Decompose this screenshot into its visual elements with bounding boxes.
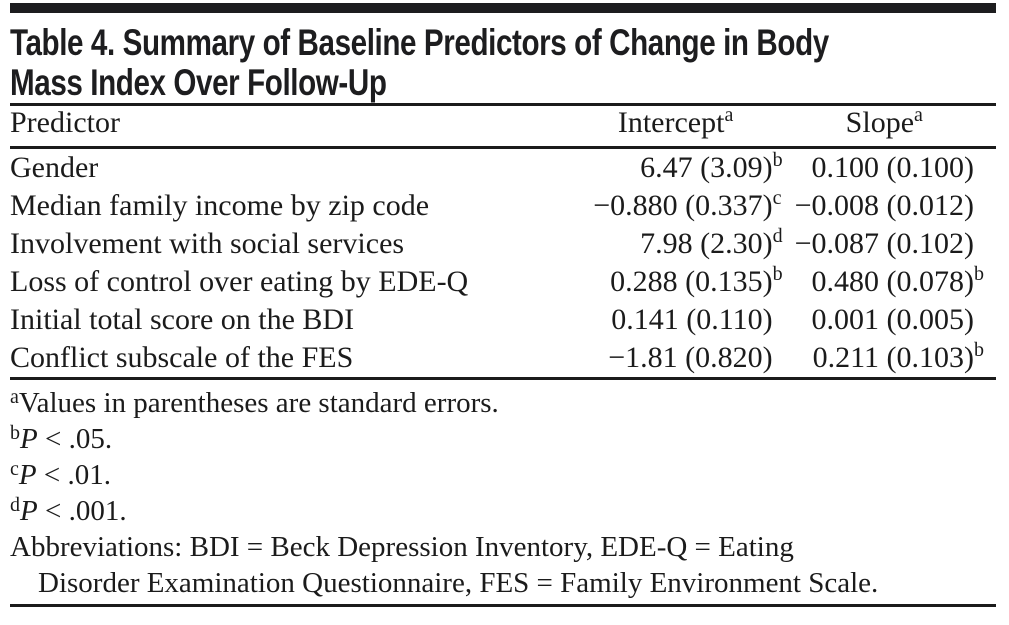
significance-marker: d [772,225,783,247]
cell-intercept: 6.47 (3.09)b [640,149,783,184]
cell-predictor: Initial total score on the BDI [10,303,355,336]
table-footnotes: aValues in parentheses are standard erro… [10,385,996,601]
cell-intercept: −1.81 (0.820) [608,341,773,374]
predictors-table: Predictor Intercepta Slopea Gender 6.47 … [10,103,996,380]
column-header-predictor: Predictor [10,104,579,149]
table-title: Table 4. Summary of Baseline Predictors … [10,22,829,103]
cell-predictor: Loss of control over eating by EDE-Q [10,265,469,298]
significance-marker: b [772,149,783,171]
footnote-marker: c [10,458,19,480]
cell-slope: 0.480 (0.078)b [811,263,984,298]
top-thick-rule [10,3,996,13]
footnote-marker: a [10,386,19,408]
column-header-intercept: Intercepta [578,104,795,149]
intercept-footnote-marker: a [724,104,734,126]
footnote-d: dP < .001. [10,494,127,527]
table-row: Initial total score on the BDI 0.141 (0.… [10,301,996,339]
significance-marker: c [772,187,782,209]
cell-intercept: 7.98 (2.30)d [640,225,783,260]
footnote-b: bP < .05. [10,422,113,455]
table-row: Median family income by zip code −0.880 … [10,187,996,225]
table-row: Gender 6.47 (3.09)b 0.100 (0.100) [10,148,996,188]
table-title-line2: Mass Index Over Follow-Up [10,62,387,103]
column-header-slope: Slopea [794,104,996,149]
significance-marker: b [974,263,984,285]
bottom-rule [10,604,996,607]
cell-predictor: Median family income by zip code [10,189,430,222]
cell-slope: 0.001 (0.005) [811,303,974,336]
abbreviations-line1: Abbreviations: BDI = Beck Depression Inv… [10,531,794,563]
cell-slope: −0.087 (0.102) [794,227,974,260]
cell-predictor: Gender [10,151,99,184]
footnote-marker: b [10,422,20,444]
cell-predictor: Involvement with social services [10,227,405,260]
table-title-block: Table 4. Summary of Baseline Predictors … [10,23,996,103]
table-row: Loss of control over eating by EDE-Q 0.2… [10,263,996,301]
cell-slope: 0.211 (0.103)b [812,339,984,374]
significance-marker: b [772,263,783,285]
cell-intercept: 0.141 (0.110) [611,303,773,336]
table-title-line1: Table 4. Summary of Baseline Predictors … [10,22,829,63]
cell-intercept: −0.880 (0.337)c [593,187,782,222]
journal-table-page: Table 4. Summary of Baseline Predictors … [0,3,1009,625]
table-row: Conflict subscale of the FES −1.81 (0.82… [10,339,996,379]
cell-predictor: Conflict subscale of the FES [10,341,354,374]
abbreviations-line2: Disorder Examination Questionnaire, FES … [38,567,879,599]
footnote-a: aValues in parentheses are standard erro… [10,386,499,419]
cell-intercept: 0.288 (0.135)b [610,263,783,298]
table-row: Involvement with social services 7.98 (2… [10,225,996,263]
cell-slope: −0.008 (0.012) [794,189,974,222]
slope-footnote-marker: a [914,104,923,126]
footnote-c: cP < .01. [10,458,111,491]
significance-marker: b [974,339,984,361]
header-row: Predictor Intercepta Slopea [10,104,996,149]
cell-slope: 0.100 (0.100) [811,151,974,184]
footnote-marker: d [10,494,20,516]
